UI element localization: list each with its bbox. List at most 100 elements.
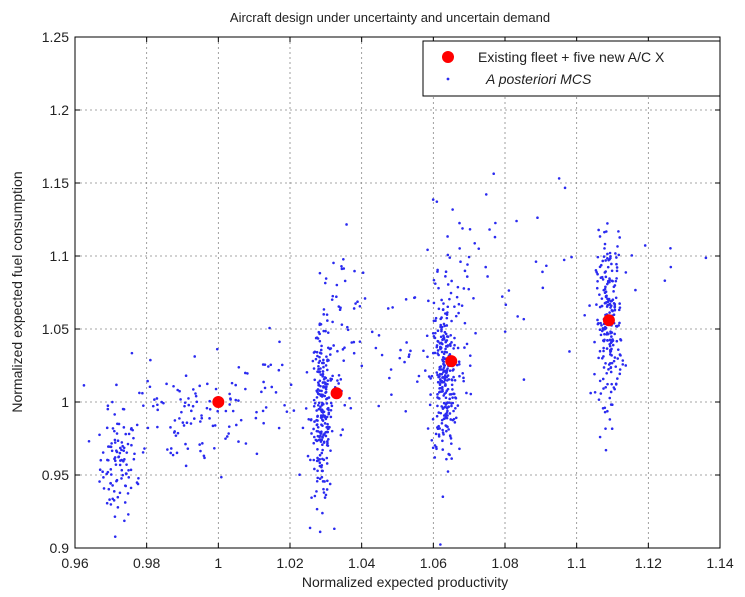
mcs-point <box>102 476 105 479</box>
mcs-point <box>306 371 309 374</box>
mcs-point <box>178 390 181 393</box>
mcs-point <box>599 436 602 439</box>
y-tick-label: 1.25 <box>42 29 69 45</box>
mcs-point <box>618 309 621 312</box>
mcs-point <box>156 409 159 412</box>
mcs-point <box>322 381 325 384</box>
mcs-point <box>432 352 435 355</box>
mcs-point <box>602 278 605 281</box>
mcs-point <box>267 365 270 368</box>
mcs-point <box>563 259 566 262</box>
mcs-point <box>123 426 126 429</box>
mcs-point <box>427 427 430 430</box>
mcs-point <box>342 258 345 261</box>
mcs-point <box>472 297 475 300</box>
mcs-point <box>442 356 445 359</box>
mcs-point <box>604 326 607 329</box>
mcs-point <box>321 418 324 421</box>
mcs-point <box>315 358 318 361</box>
mcs-point <box>315 490 318 493</box>
y-tick-label: 1.2 <box>50 102 70 118</box>
mcs-point <box>594 391 597 394</box>
mcs-point <box>609 330 612 333</box>
mcs-point <box>621 363 624 366</box>
mcs-point <box>438 391 441 394</box>
mcs-point <box>333 527 336 530</box>
mcs-point <box>98 433 101 436</box>
mcs-point <box>193 355 196 358</box>
legend-marker-existing-fleet <box>442 51 454 63</box>
mcs-point <box>443 381 446 384</box>
mcs-point <box>320 440 323 443</box>
mcs-point <box>316 370 319 373</box>
mcs-point <box>494 236 497 239</box>
x-tick-label: 1.04 <box>348 555 375 571</box>
mcs-point <box>445 403 448 406</box>
mcs-point <box>615 280 618 283</box>
mcs-point <box>203 454 206 457</box>
mcs-point <box>435 317 438 320</box>
mcs-point <box>408 353 411 356</box>
mcs-point <box>228 425 231 428</box>
mcs-point <box>604 301 607 304</box>
mcs-point <box>446 317 449 320</box>
mcs-point <box>613 360 616 363</box>
fleet-point <box>331 387 343 399</box>
mcs-point <box>281 364 284 367</box>
mcs-point <box>596 273 599 276</box>
mcs-point <box>325 364 328 367</box>
mcs-point <box>122 449 125 452</box>
y-tick-label: 1 <box>61 394 69 410</box>
mcs-point <box>484 266 487 269</box>
mcs-point <box>439 382 442 385</box>
mcs-point <box>317 459 320 462</box>
mcs-point <box>608 303 611 306</box>
mcs-point <box>325 355 328 358</box>
mcs-point <box>608 298 611 301</box>
mcs-point <box>322 330 325 333</box>
mcs-point <box>624 364 627 367</box>
mcs-point <box>119 492 122 495</box>
mcs-point <box>602 350 605 353</box>
mcs-point <box>452 410 455 413</box>
mcs-point <box>320 452 323 455</box>
mcs-point <box>336 379 339 382</box>
mcs-point <box>237 440 240 443</box>
mcs-point <box>598 293 601 296</box>
mcs-point <box>604 362 607 365</box>
mcs-point <box>558 177 561 180</box>
mcs-point <box>611 362 614 365</box>
mcs-point <box>442 334 445 337</box>
mcs-point <box>458 222 461 225</box>
mcs-point <box>340 265 343 268</box>
mcs-point <box>604 243 607 246</box>
mcs-point <box>605 230 608 233</box>
mcs-point <box>318 324 321 327</box>
mcs-point <box>437 329 440 332</box>
mcs-point <box>290 383 293 386</box>
mcs-point <box>228 393 231 396</box>
mcs-point <box>341 428 344 431</box>
mcs-point <box>433 279 436 282</box>
mcs-point <box>312 442 315 445</box>
mcs-point <box>318 333 321 336</box>
mcs-point <box>614 305 617 308</box>
mcs-point <box>432 418 435 421</box>
mcs-point <box>130 444 133 447</box>
mcs-point <box>324 386 327 389</box>
mcs-point <box>98 480 101 483</box>
mcs-point <box>618 373 621 376</box>
mcs-point <box>319 360 322 363</box>
mcs-point <box>391 306 394 309</box>
mcs-point <box>441 343 444 346</box>
mcs-point <box>619 306 622 309</box>
mcs-point <box>617 230 620 233</box>
mcs-point <box>244 388 247 391</box>
mcs-point <box>343 404 346 407</box>
mcs-point <box>609 306 612 309</box>
mcs-point <box>342 359 345 362</box>
mcs-point <box>260 391 263 394</box>
mcs-point <box>473 242 476 245</box>
mcs-point <box>206 383 209 386</box>
mcs-point <box>119 452 122 455</box>
